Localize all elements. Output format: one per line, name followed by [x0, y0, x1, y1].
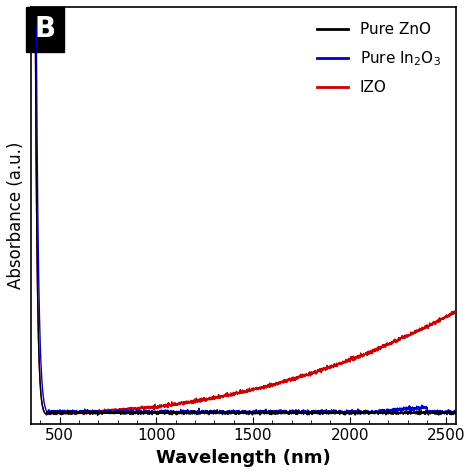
- X-axis label: Wavelength (nm): Wavelength (nm): [156, 449, 331, 467]
- Legend: Pure ZnO, Pure In$_2$O$_3$, IZO: Pure ZnO, Pure In$_2$O$_3$, IZO: [310, 15, 448, 103]
- Y-axis label: Absorbance (a.u.): Absorbance (a.u.): [7, 142, 25, 289]
- Text: B: B: [35, 15, 56, 43]
